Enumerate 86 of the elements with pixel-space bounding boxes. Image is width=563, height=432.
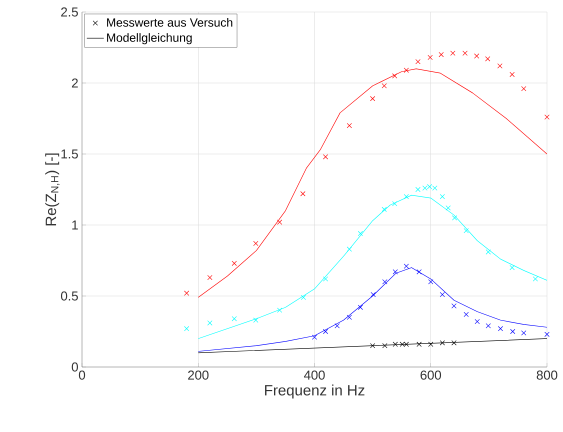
point <box>334 323 340 328</box>
point <box>510 328 516 334</box>
point <box>184 326 190 332</box>
point <box>440 292 445 298</box>
point <box>404 264 409 269</box>
point <box>404 68 409 73</box>
y-tick-label: 1 <box>72 220 78 230</box>
point <box>358 304 363 310</box>
point <box>277 308 282 313</box>
point <box>446 205 451 211</box>
x-tick-label: 0 <box>78 370 86 380</box>
point <box>392 269 398 274</box>
point <box>322 276 328 282</box>
point <box>322 328 328 334</box>
point <box>322 154 328 160</box>
point <box>498 326 504 332</box>
point <box>544 332 550 337</box>
x-tick-label: 200 <box>188 370 209 380</box>
point <box>521 330 526 336</box>
point <box>416 342 422 347</box>
point <box>346 314 352 320</box>
point <box>277 220 282 225</box>
point <box>370 292 376 298</box>
point <box>510 265 515 270</box>
point <box>486 249 491 255</box>
point <box>532 276 538 282</box>
point <box>474 53 480 59</box>
point <box>207 320 212 326</box>
point <box>392 73 398 78</box>
y-tick-label: 2.5 <box>61 7 78 17</box>
point <box>428 54 433 60</box>
point <box>415 186 421 192</box>
point <box>440 194 445 200</box>
point <box>497 63 502 69</box>
point <box>428 279 434 284</box>
point <box>462 50 468 56</box>
point <box>438 52 444 58</box>
point <box>521 86 526 92</box>
point <box>415 59 421 64</box>
point <box>370 96 376 102</box>
point <box>464 312 469 318</box>
point <box>232 260 237 266</box>
point <box>404 194 409 200</box>
point <box>300 294 306 300</box>
point <box>451 340 457 346</box>
point <box>486 323 491 328</box>
point <box>544 114 550 120</box>
line-series <box>198 68 547 298</box>
point <box>428 342 434 347</box>
x-tick-label: 600 <box>420 370 442 380</box>
point <box>346 246 352 252</box>
point <box>510 72 515 78</box>
y-axis-title: Re(Z$_{N,H}$) [-] <box>45 154 60 226</box>
point <box>485 56 490 62</box>
point <box>253 240 258 246</box>
x-axis-title: Frequenz in Hz <box>265 384 364 398</box>
point <box>440 340 445 346</box>
point <box>382 206 387 212</box>
point <box>370 343 376 348</box>
point <box>452 215 458 220</box>
x-tick-label: 800 <box>536 370 558 380</box>
point <box>312 334 318 340</box>
y-tick-label: 0 <box>72 362 78 372</box>
point <box>416 269 422 274</box>
point <box>382 83 387 88</box>
x-tick-label: 400 <box>304 370 325 380</box>
point <box>184 290 190 296</box>
point <box>404 342 409 347</box>
point <box>382 279 388 284</box>
y-tick-label: 2 <box>72 78 78 88</box>
point <box>450 50 456 56</box>
point <box>358 230 363 236</box>
point <box>207 274 212 280</box>
point <box>253 318 258 323</box>
point <box>300 191 306 196</box>
y-tick-label: 0.5 <box>60 291 78 301</box>
point <box>382 343 388 348</box>
legend-label: Messwerte aus Versuch <box>107 18 232 27</box>
point <box>464 228 469 234</box>
legend-label: Modellgleichung <box>107 33 192 44</box>
point <box>346 123 352 128</box>
y-tick-label: 1.5 <box>61 149 78 159</box>
point <box>451 303 457 309</box>
point <box>474 318 480 324</box>
point <box>392 201 398 206</box>
point <box>232 316 237 322</box>
